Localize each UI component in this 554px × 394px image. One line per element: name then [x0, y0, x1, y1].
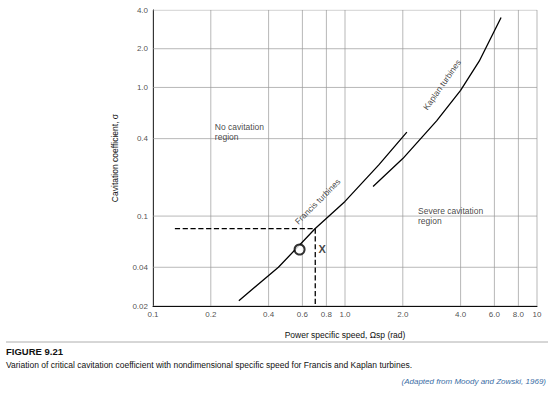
svg-text:region: region — [215, 132, 239, 142]
svg-text:Francis turbines: Francis turbines — [293, 177, 343, 227]
svg-text:2.0: 2.0 — [397, 310, 409, 319]
svg-text:1.0: 1.0 — [137, 83, 149, 92]
svg-text:Power specific speed, Ωsp (rad: Power specific speed, Ωsp (rad) — [285, 330, 406, 340]
svg-text:4.0: 4.0 — [455, 310, 467, 319]
svg-text:0.02: 0.02 — [132, 302, 148, 311]
svg-text:No cavitation: No cavitation — [215, 122, 266, 132]
svg-text:(Adapted from Moody and Zowski: (Adapted from Moody and Zowski, 1969) — [401, 377, 546, 386]
svg-text:0.2: 0.2 — [205, 310, 217, 319]
svg-text:region: region — [418, 216, 442, 226]
svg-text:0.8: 0.8 — [321, 310, 333, 319]
svg-text:Cavitation coefficient, σ: Cavitation coefficient, σ — [110, 113, 120, 202]
svg-text:FIGURE 9.21: FIGURE 9.21 — [6, 346, 64, 357]
svg-text:0.4: 0.4 — [263, 310, 275, 319]
svg-text:2.0: 2.0 — [137, 44, 149, 53]
svg-text:1.0: 1.0 — [339, 310, 351, 319]
svg-text:0.4: 0.4 — [137, 134, 149, 143]
svg-text:6.0: 6.0 — [489, 310, 501, 319]
svg-text:0.6: 0.6 — [297, 310, 309, 319]
svg-text:Kaplan turbines: Kaplan turbines — [421, 58, 463, 112]
svg-text:0.1: 0.1 — [137, 212, 149, 221]
svg-text:Severe cavitation: Severe cavitation — [418, 206, 486, 216]
svg-text:4.0: 4.0 — [137, 6, 149, 15]
svg-text:X: X — [318, 243, 326, 255]
svg-text:0.1: 0.1 — [147, 310, 159, 319]
svg-text:0.04: 0.04 — [132, 263, 148, 272]
svg-text:10: 10 — [533, 310, 542, 319]
svg-text:Variation of critical cavitati: Variation of critical cavitation coeffic… — [6, 360, 412, 370]
svg-text:8.0: 8.0 — [513, 310, 525, 319]
